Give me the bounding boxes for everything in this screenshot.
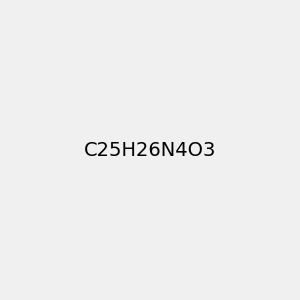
Text: C25H26N4O3: C25H26N4O3 <box>84 140 216 160</box>
